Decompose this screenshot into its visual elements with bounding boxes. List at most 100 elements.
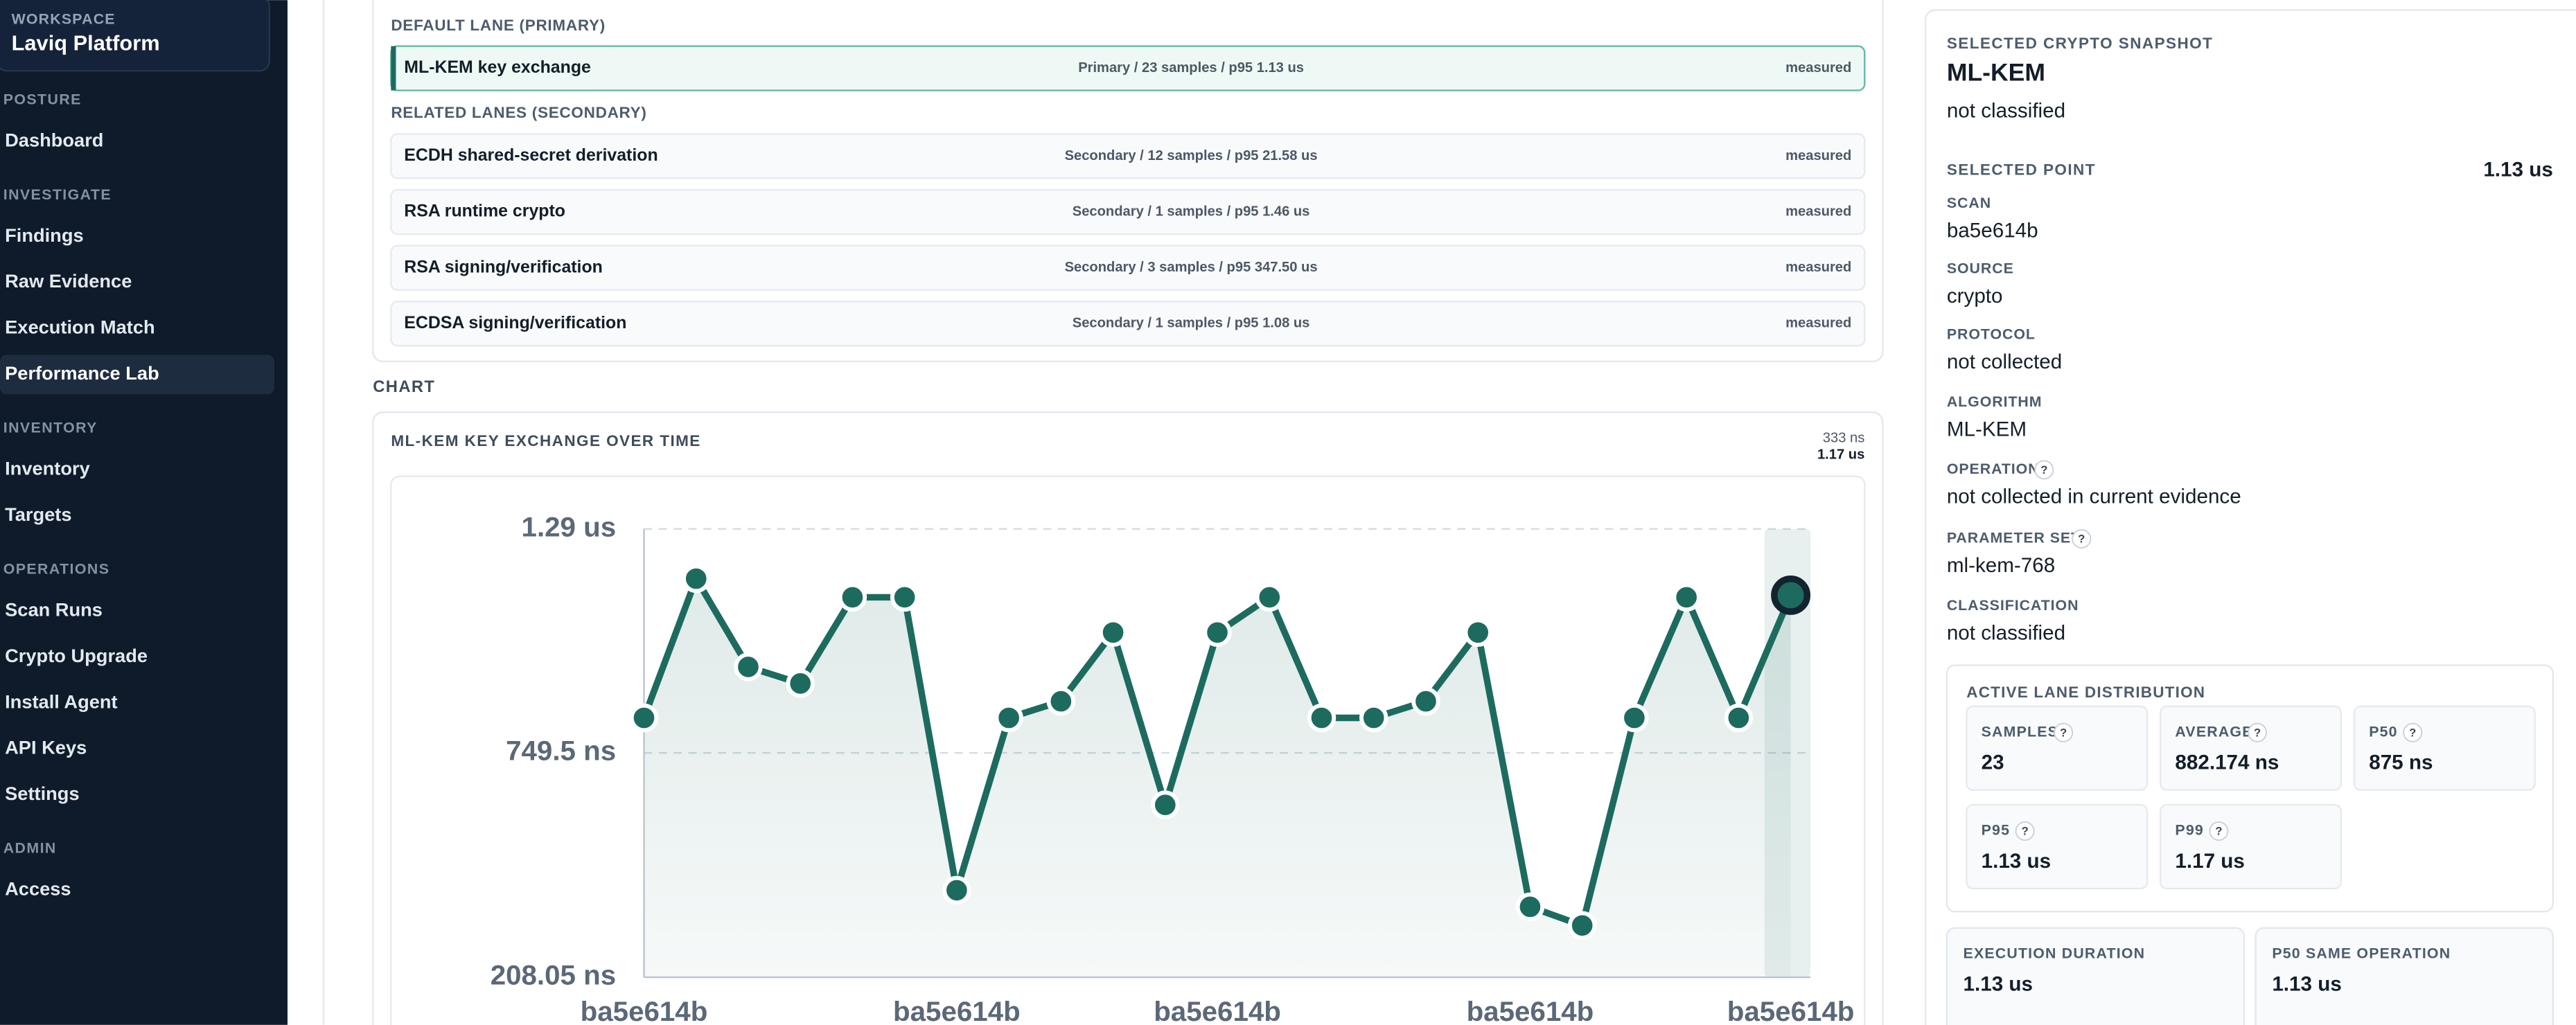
- nav-section: INVENTORY: [3, 420, 98, 436]
- nav-item[interactable]: API Keys: [5, 737, 87, 758]
- panel-label: ACTIVE LANE DISTRIBUTION: [1966, 684, 2205, 701]
- metric-card: [2353, 705, 2536, 791]
- field-label: SOURCE: [1947, 260, 2014, 277]
- field-label: PROTOCOL: [1947, 326, 2036, 343]
- stat-card: [1946, 927, 2246, 1025]
- nav-item[interactable]: Targets: [5, 503, 71, 525]
- metric-card: [1966, 705, 2149, 791]
- point[interactable]: [1255, 582, 1285, 612]
- point[interactable]: [1515, 892, 1545, 922]
- lane-name: RSA signing/verification: [404, 257, 603, 276]
- point[interactable]: [1463, 618, 1492, 648]
- point[interactable]: [1771, 575, 1811, 615]
- lane-name: ECDSA signing/verification: [404, 313, 626, 332]
- lane-name: RSA runtime crypto: [404, 202, 565, 221]
- lane-row[interactable]: [390, 133, 1866, 179]
- lane-status: measured: [1785, 148, 1851, 163]
- lane-name: ML-KEM key exchange: [404, 57, 591, 77]
- nav-item[interactable]: Raw Evidence: [5, 270, 132, 292]
- snapshot-name: ML-KEM: [1947, 58, 2045, 86]
- point[interactable]: [681, 564, 711, 594]
- field-value: not collected in current evidence: [1947, 485, 2241, 508]
- x-tick-label: ba5e614b: [1154, 996, 1281, 1025]
- field-value: not classified: [1947, 621, 2065, 644]
- metric-label: P50: [2369, 723, 2398, 740]
- nav-item[interactable]: Crypto Upgrade: [5, 645, 148, 666]
- nav-item[interactable]: Scan Runs: [5, 598, 103, 620]
- stat-label: P50 SAME OPERATION: [2272, 945, 2451, 961]
- nav-item[interactable]: Settings: [5, 783, 80, 804]
- point[interactable]: [1567, 911, 1597, 941]
- field-label: CLASSIFICATION: [1947, 597, 2079, 614]
- help-icon: [2403, 722, 2423, 742]
- field-label: OPERATION: [1947, 461, 2040, 477]
- panel-label: SELECTED POINT: [1947, 161, 2096, 179]
- help-icon: [2054, 722, 2074, 742]
- point[interactable]: [734, 652, 763, 681]
- metric-label: P95: [1982, 822, 2011, 839]
- lane-row[interactable]: [390, 188, 1866, 235]
- stat-value: 1.13 us: [2272, 973, 2341, 996]
- point[interactable]: [838, 582, 867, 612]
- metric-card: [2159, 705, 2343, 791]
- help-icon: [2015, 821, 2035, 841]
- point[interactable]: [1098, 618, 1128, 648]
- lane-row[interactable]: [390, 244, 1866, 291]
- point[interactable]: [1203, 618, 1232, 648]
- area: [644, 578, 1791, 978]
- nav-item[interactable]: Inventory: [5, 458, 90, 479]
- help-icon: [2072, 528, 2092, 549]
- lane-detail: Secondary / 12 samples / p95 21.58 us: [1065, 148, 1318, 163]
- metric-value: 23: [1982, 751, 2004, 774]
- point[interactable]: [1620, 703, 1649, 733]
- nav-item[interactable]: Findings: [5, 224, 84, 246]
- lane-status: measured: [1785, 260, 1851, 275]
- x-tick-label: ba5e614b: [1727, 996, 1855, 1025]
- point-value: 1.13 us: [2483, 159, 2552, 181]
- help-text: ?: [2022, 825, 2029, 838]
- point[interactable]: [1151, 790, 1180, 819]
- point[interactable]: [1046, 686, 1076, 716]
- metric-label: AVERAGE: [2175, 723, 2252, 740]
- nav-item[interactable]: Access: [5, 878, 71, 900]
- field-value: crypto: [1947, 285, 2003, 308]
- help-text: ?: [2215, 825, 2222, 838]
- help-text: ?: [2254, 726, 2261, 739]
- point[interactable]: [1672, 582, 1701, 612]
- point[interactable]: [786, 669, 815, 698]
- point[interactable]: [1307, 703, 1336, 733]
- point[interactable]: [994, 703, 1023, 733]
- point[interactable]: [1724, 703, 1754, 733]
- chart-title: ML-KEM KEY EXCHANGE OVER TIME: [391, 432, 700, 449]
- point[interactable]: [1411, 686, 1440, 716]
- lane-row[interactable]: [390, 301, 1866, 347]
- y-tick-label: 208.05 ns: [491, 960, 616, 991]
- point[interactable]: [890, 582, 919, 612]
- nav-item[interactable]: Install Agent: [5, 690, 118, 712]
- lane-accent: [391, 46, 396, 91]
- stat-card: [2255, 927, 2554, 1025]
- point[interactable]: [942, 875, 971, 905]
- y-tick-label: 749.5 ns: [506, 736, 616, 767]
- nav-item[interactable]: Performance Lab: [5, 362, 159, 384]
- workspace-name: Laviq Platform: [12, 30, 160, 55]
- lane-detail: Secondary / 1 samples / p95 1.46 us: [1073, 204, 1310, 219]
- help-icon: [2034, 460, 2054, 480]
- y-tick-label: 1.29 us: [522, 511, 617, 542]
- nav-item[interactable]: Dashboard: [5, 129, 103, 150]
- field-value: not collected: [1947, 350, 2062, 373]
- metric-value: 1.17 us: [2175, 850, 2244, 873]
- nav-active: [0, 355, 274, 395]
- help-text: ?: [2060, 726, 2067, 739]
- lane-status: measured: [1785, 60, 1851, 75]
- panel-label: SELECTED CRYPTO SNAPSHOT: [1947, 35, 2213, 52]
- point[interactable]: [629, 703, 659, 733]
- field-label: PARAMETER SET: [1947, 530, 2081, 546]
- nav-section: OPERATIONS: [3, 561, 110, 578]
- lane-detail: Secondary / 3 samples / p95 347.50 us: [1065, 260, 1318, 275]
- nav-item[interactable]: Execution Match: [5, 317, 155, 338]
- workspace-box: [0, 0, 271, 72]
- lane-name: ECDH shared-secret derivation: [404, 145, 658, 165]
- x-tick-label: ba5e614b: [1467, 996, 1594, 1025]
- point[interactable]: [1359, 703, 1388, 733]
